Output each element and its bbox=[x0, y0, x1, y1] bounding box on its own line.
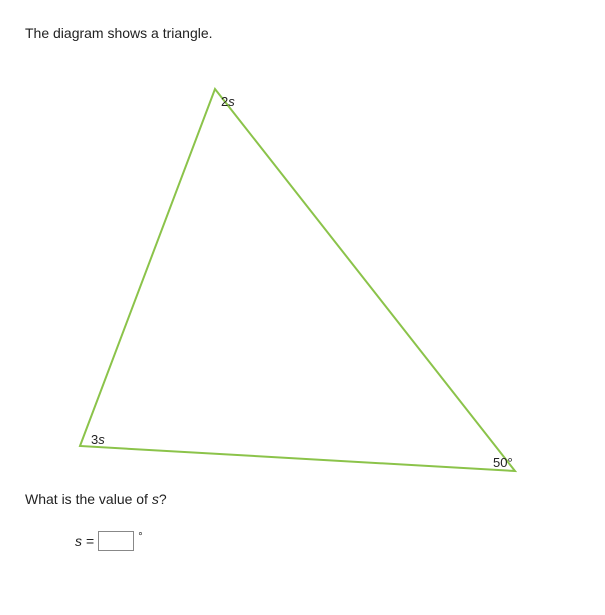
question-prefix: What is the value of bbox=[25, 491, 152, 507]
triangle-diagram: 2s 3s 50° bbox=[25, 51, 545, 481]
intro-text: The diagram shows a triangle. bbox=[25, 25, 580, 41]
answer-degree: ° bbox=[138, 531, 142, 543]
answer-input[interactable] bbox=[98, 531, 134, 551]
angle-label-0: 2s bbox=[221, 94, 235, 109]
answer-row: s = ° bbox=[75, 531, 580, 551]
question-text: What is the value of s? bbox=[25, 491, 580, 507]
answer-eq: = bbox=[86, 533, 94, 549]
angle-label-1: 3s bbox=[91, 432, 105, 447]
answer-var: s bbox=[75, 533, 82, 549]
question-suffix: ? bbox=[159, 491, 167, 507]
question-var: s bbox=[152, 491, 159, 507]
triangle-svg bbox=[25, 51, 545, 481]
angle-label-2: 50° bbox=[493, 455, 513, 470]
